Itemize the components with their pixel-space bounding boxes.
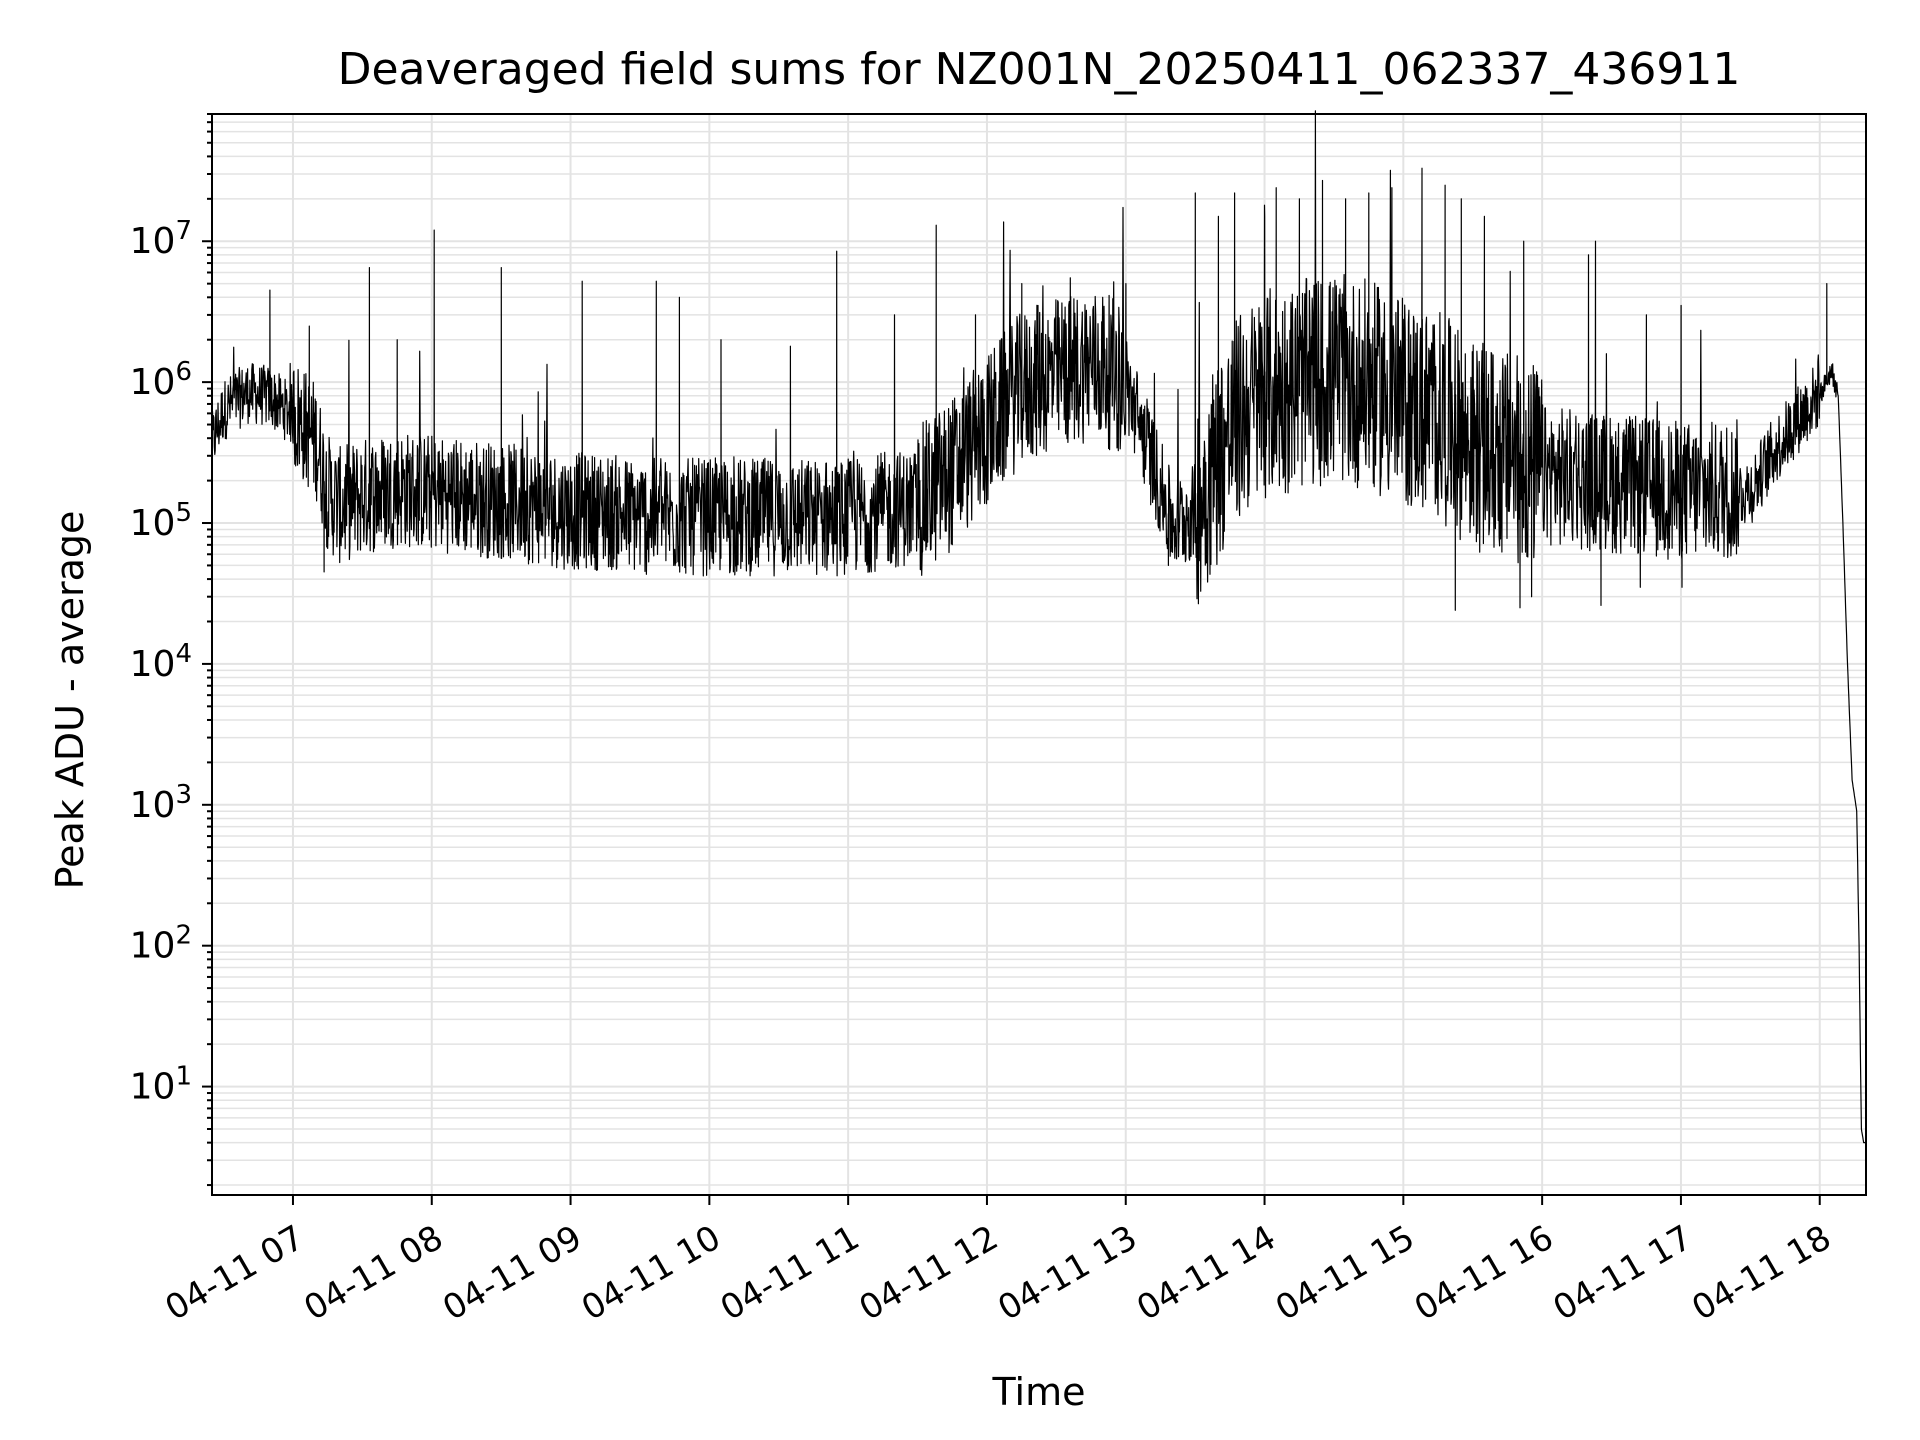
y-tick-label: 104	[130, 639, 192, 685]
y-tick-label: 106	[130, 357, 192, 403]
x-tick-label: 04-11 14	[1130, 1218, 1282, 1329]
plot-background	[212, 114, 1866, 1195]
x-tick-label: 04-11 10	[575, 1218, 727, 1329]
x-tick-label: 04-11 17	[1547, 1218, 1699, 1329]
x-tick-label: 04-11 07	[159, 1218, 311, 1329]
y-tick-label: 101	[130, 1062, 192, 1108]
x-tick-label: 04-11 08	[297, 1218, 449, 1329]
plot-frame	[211, 113, 1867, 1196]
x-tick-label: 04-11 11	[714, 1218, 866, 1329]
y-tick-label: 107	[130, 216, 192, 262]
grid	[212, 113, 1866, 1195]
x-tick-label: 04-11 13	[991, 1218, 1143, 1329]
y-tick-label: 102	[130, 921, 192, 967]
y-tick-label: 105	[130, 498, 192, 544]
x-tick-label: 04-11 12	[853, 1218, 1005, 1329]
x-tick-label: 04-11 09	[436, 1218, 588, 1329]
data-line	[211, 110, 1866, 1144]
x-axis-label: Time	[992, 1370, 1086, 1414]
y-tick-label: 103	[130, 780, 192, 826]
x-tick-label: 04-11 15	[1269, 1218, 1421, 1329]
x-tick-label: 04-11 18	[1685, 1218, 1837, 1329]
series-line	[211, 110, 1866, 1144]
y-axis-label: Peak ADU - average	[48, 510, 92, 890]
x-tick-label: 04-11 16	[1408, 1218, 1560, 1329]
chart-title: Deaveraged field sums for NZ001N_2025041…	[337, 44, 1741, 95]
